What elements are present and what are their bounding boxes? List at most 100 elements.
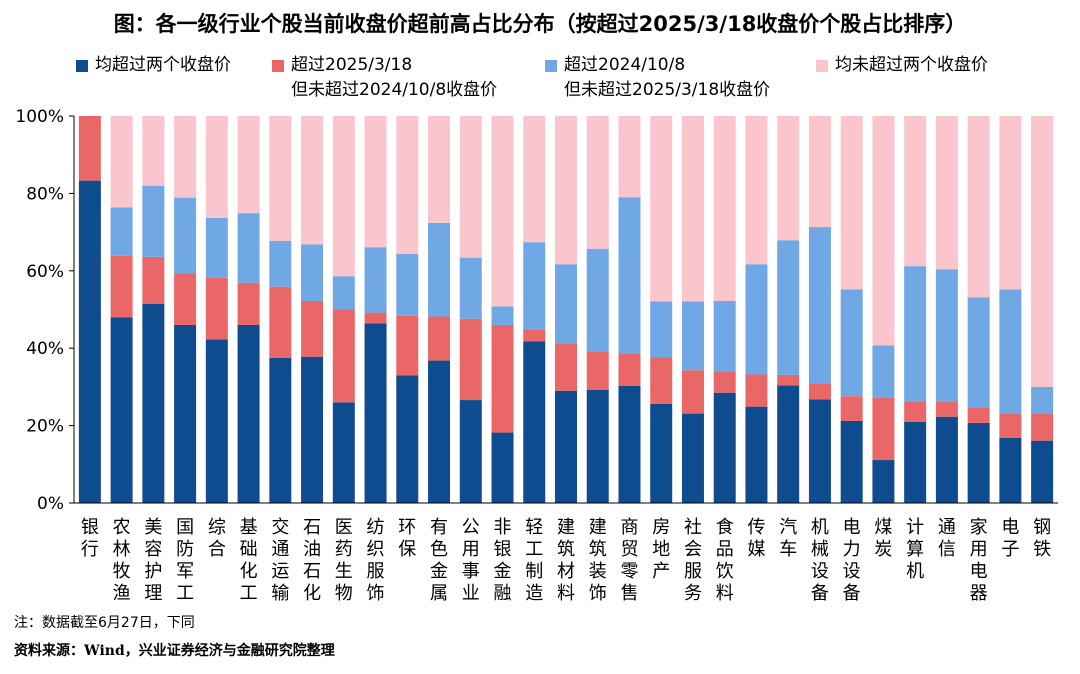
bar-segment [904, 116, 927, 267]
bar-segment [808, 227, 831, 384]
x-tick-label: 设 [843, 561, 861, 582]
x-tick-label: 备 [843, 583, 861, 604]
bar-segment [301, 244, 324, 301]
x-tick-label: 业 [462, 583, 480, 604]
bar-segment [396, 116, 419, 254]
bar-segment [681, 413, 704, 503]
x-tick-label: 化 [303, 583, 321, 604]
x-tick-label: 炭 [874, 539, 892, 560]
bar-segment [237, 282, 260, 325]
legend-swatch [545, 60, 557, 72]
bar-segment [428, 316, 451, 361]
x-tick-label: 化 [240, 561, 258, 582]
x-tick-label: 轻 [525, 517, 543, 538]
x-tick-label: 零 [620, 561, 638, 582]
bar-segment [967, 407, 990, 423]
x-tick-label: 色 [430, 539, 448, 560]
x-tick-label: 装 [589, 561, 607, 582]
x-tick-label: 机 [811, 517, 829, 538]
x-tick-label: 牧 [113, 561, 131, 582]
x-tick-label: 工 [240, 583, 258, 604]
x-tick-label: 美 [144, 517, 162, 538]
x-tick-label: 纺 [367, 517, 385, 538]
x-tick-label: 器 [970, 583, 988, 604]
bar-segment [904, 266, 927, 402]
bar-segment [555, 116, 577, 265]
x-tick-label: 电 [1001, 517, 1019, 538]
bar-segment [269, 116, 292, 242]
x-tick-label: 通 [938, 517, 956, 538]
x-tick-label: 用 [970, 539, 988, 560]
bar-segment [872, 460, 895, 503]
bar-segment [745, 374, 768, 407]
chart-title: 图：各一级行业个股当前收盘价超前高占比分布（按超过2025/3/18收盘价个股占… [113, 12, 967, 36]
x-tick-label: 工 [176, 583, 194, 604]
bar-segment [840, 396, 863, 421]
x-tick-label: 属 [430, 583, 448, 604]
bar-segment [428, 222, 451, 317]
bar-segment [872, 397, 895, 461]
bar-segment [1031, 440, 1054, 503]
x-tick-label: 饰 [589, 583, 607, 604]
bar-segment [650, 357, 673, 404]
bar-segment [935, 269, 958, 402]
bar-segment [237, 324, 260, 503]
x-tick-label: 生 [335, 561, 353, 582]
x-tick-label: 传 [747, 517, 765, 538]
x-tick-label: 设 [811, 561, 829, 582]
chart-source: 资料来源：Wind，兴业证券经济与金融研究院整理 [14, 643, 335, 659]
bar-segment [396, 315, 419, 376]
bar-segment [332, 309, 355, 403]
x-tick-label: 子 [1001, 539, 1019, 560]
legend-swatch [272, 60, 284, 72]
bar-segment [142, 116, 165, 186]
bar-segment [332, 402, 355, 503]
bar-segment [713, 116, 736, 301]
bar-segment [777, 116, 800, 241]
bar-segment [618, 354, 641, 386]
bar-segment [967, 297, 990, 408]
x-tick-label: 铁 [1033, 539, 1051, 560]
x-tick-label: 理 [144, 583, 162, 604]
x-tick-label: 械 [811, 539, 829, 560]
bar-segment [110, 116, 133, 208]
bar-segment [555, 343, 577, 391]
x-tick-label: 备 [811, 583, 829, 604]
x-tick-label: 工 [525, 539, 543, 560]
y-tick-label: 60% [26, 262, 64, 282]
x-tick-label: 售 [620, 583, 638, 604]
x-tick-label: 料 [557, 583, 575, 604]
x-tick-label: 农 [113, 517, 131, 538]
bar-segment [301, 116, 324, 245]
x-tick-label: 务 [684, 583, 702, 604]
bar-segment [459, 400, 482, 503]
bar-segment [1031, 116, 1054, 387]
x-tick-label: 会 [684, 539, 702, 560]
legend-label: 但未超过2024/10/8收盘价 [291, 80, 498, 100]
bar-segment [1031, 386, 1054, 414]
bar-segment [78, 116, 101, 181]
bar-segment [967, 116, 990, 298]
x-tick-label: 房 [652, 517, 670, 538]
bar-segment [459, 318, 482, 401]
legend-label: 均未超过两个收盘价 [835, 55, 988, 75]
bar-segment [840, 289, 863, 397]
bar-segment [459, 257, 482, 319]
bar-segment [840, 116, 863, 290]
x-tick-label: 地 [652, 539, 670, 560]
bar-segment [840, 420, 863, 503]
legend-label: 超过2024/10/8 [564, 55, 686, 75]
x-tick-label: 银 [494, 539, 512, 560]
bar-segment [586, 389, 609, 503]
bar-segment [332, 276, 355, 310]
bar-segment [332, 116, 355, 277]
bar-segment [808, 399, 831, 503]
x-tick-label: 服 [684, 561, 702, 582]
x-tick-label: 筑 [589, 539, 607, 560]
bar-segment [555, 264, 577, 344]
x-tick-label: 综 [208, 517, 226, 538]
x-tick-label: 环 [398, 517, 416, 538]
bar-segment [142, 303, 165, 503]
bar-segment [205, 277, 228, 340]
bar-segment [237, 116, 260, 214]
